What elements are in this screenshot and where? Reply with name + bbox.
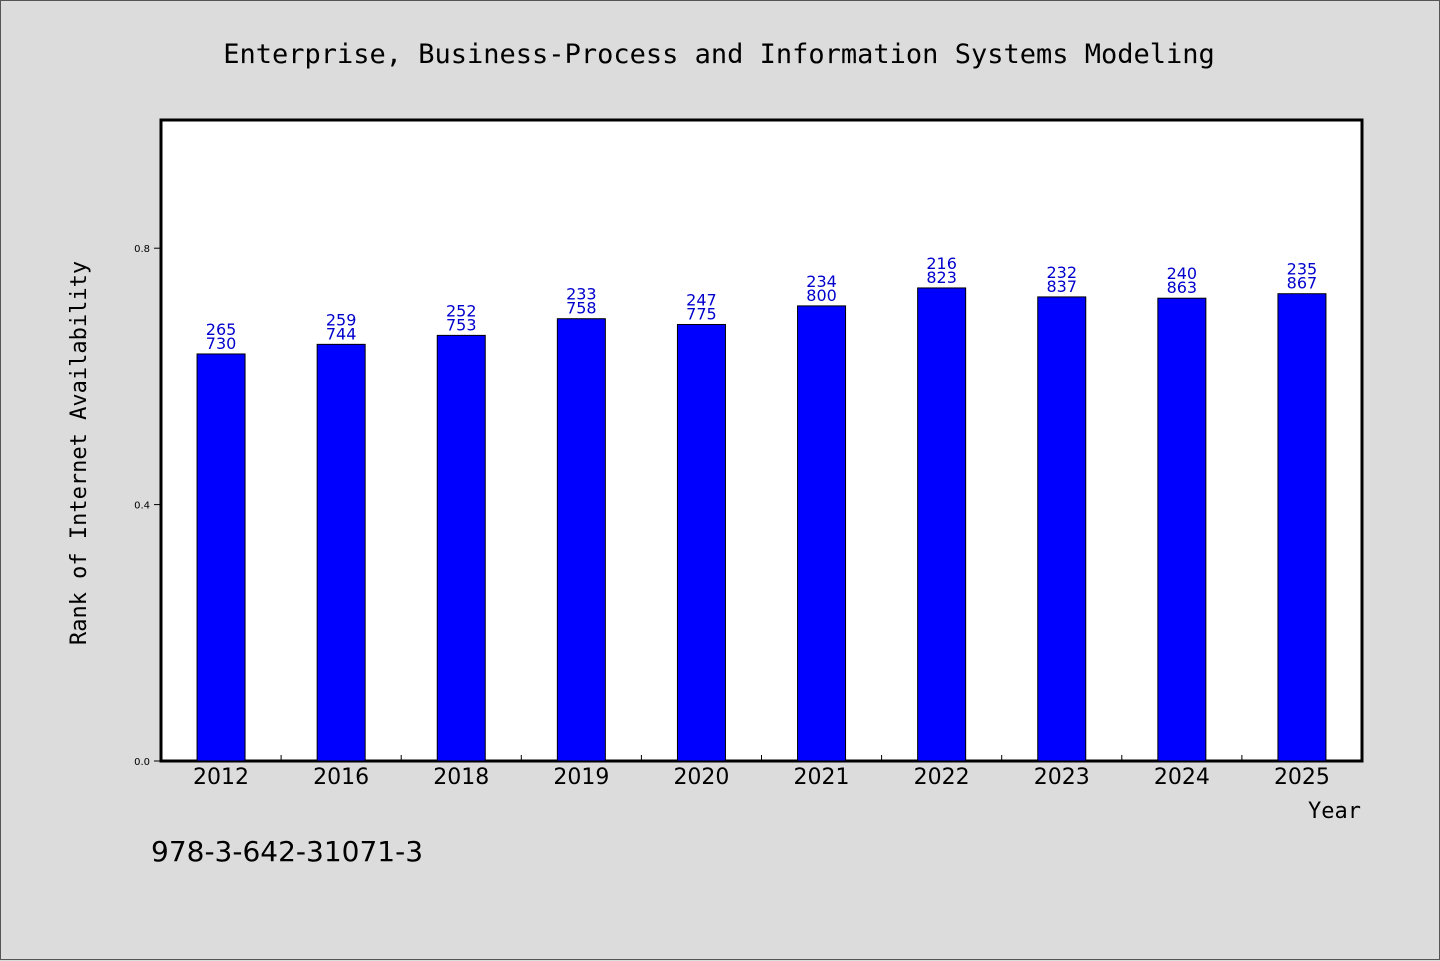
bar-label-numerator: 247 <box>686 290 717 309</box>
x-tick-label: 2016 <box>313 765 369 790</box>
bar <box>676 323 726 762</box>
y-tick-label: 0.8 <box>134 244 150 255</box>
bar-label-denominator: 823 <box>926 268 957 287</box>
bar-label-denominator: 744 <box>326 324 357 343</box>
bar-label-numerator: 234 <box>806 272 837 291</box>
y-axis-label: Rank of Internet Availability <box>67 261 92 645</box>
bar-label-numerator: 233 <box>566 285 597 304</box>
bar-label-denominator: 730 <box>206 334 237 353</box>
bar-label-denominator: 867 <box>1287 274 1318 293</box>
bar-label-numerator: 235 <box>1287 260 1318 279</box>
bar <box>196 353 246 762</box>
bar-label-numerator: 216 <box>926 254 957 273</box>
x-axis-label: Year <box>1308 799 1361 824</box>
bar-label-denominator: 753 <box>446 315 477 334</box>
x-tick-label: 2023 <box>1034 765 1090 790</box>
x-tick-label: 2018 <box>433 765 489 790</box>
bars <box>196 287 1327 762</box>
bar-label-denominator: 775 <box>686 304 717 323</box>
bar-label-denominator: 863 <box>1167 278 1198 297</box>
x-tick-label: 2020 <box>673 765 729 790</box>
x-tick-label: 2024 <box>1154 765 1210 790</box>
x-tick-label: 2021 <box>794 765 850 790</box>
bar <box>917 287 967 762</box>
bar <box>316 343 366 762</box>
bar <box>1157 297 1207 762</box>
y-tick-label: 0.0 <box>134 757 150 768</box>
x-tick-label: 2025 <box>1274 765 1330 790</box>
bar-label-numerator: 259 <box>326 310 357 329</box>
x-tick-label: 2022 <box>914 765 970 790</box>
bar-label-numerator: 265 <box>206 320 237 339</box>
bar-label-numerator: 232 <box>1046 263 1077 282</box>
isbn-footer: 978-3-642-31071-3 <box>151 835 424 868</box>
bar-label-denominator: 800 <box>806 286 837 305</box>
bar-label-numerator: 240 <box>1167 264 1198 283</box>
bar-label-denominator: 837 <box>1046 277 1077 296</box>
bar <box>436 334 486 762</box>
x-axis: 2012 2016 2018 2019 2020 2021 2022 2023 2024 2025 <box>193 755 1330 790</box>
bar-label-denominator: 758 <box>566 299 597 318</box>
chart-title: Enterprise, Business-Process and Informa… <box>223 39 1215 70</box>
y-axis: 0.0 0.4 0.8 <box>134 244 161 768</box>
x-tick-label: 2012 <box>193 765 249 790</box>
bar <box>556 318 606 762</box>
x-tick-label: 2019 <box>553 765 609 790</box>
y-tick-label: 0.4 <box>134 501 150 512</box>
bar <box>1037 296 1087 762</box>
bar-label-numerator: 252 <box>446 301 477 320</box>
bar <box>1277 293 1327 762</box>
bar <box>797 305 847 762</box>
